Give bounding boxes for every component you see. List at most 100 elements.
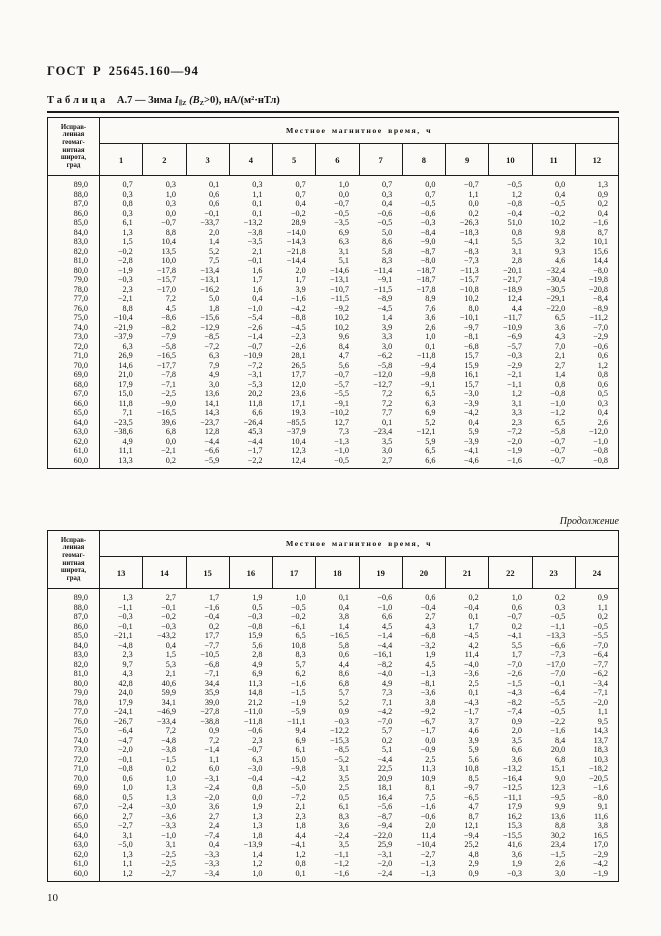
value-cell: 3,8 [425, 697, 436, 707]
table-title: Таблица А.7 — Зима I∥Z (BZ>0), нА/(м²·нТ… [47, 95, 619, 113]
latitude-cell: 79,0 [47, 275, 100, 285]
value-cell: 6,9 [425, 408, 436, 417]
value-cell: 4,3 [555, 332, 566, 341]
value-cell: 51,0 [507, 218, 522, 227]
value-cell: −9,5 [550, 792, 566, 802]
value-cell: −2,0 [593, 697, 608, 707]
table-row: 61,0 11,1 −2,1 −6,6 −1,7 12,3 −1,0 3,0 6,5 −4,1 −1… [47, 446, 619, 456]
value-cell: 4,5 [382, 621, 393, 631]
value-cell: 10,4 [291, 436, 306, 446]
value-cell: −7,8 [161, 370, 176, 379]
value-cell: −14,3 [286, 237, 306, 246]
value-cell: −16,1 [373, 650, 393, 659]
table-row: 70,0 14,6 −17,7 7,9 −7,2 26,5 5,6 −5,8 −9,4 15,9 −… [47, 360, 619, 370]
value-cell: 2,3 [122, 284, 133, 294]
hour-column-header: 4 [228, 143, 274, 176]
table-title-condition-close: >0), [203, 95, 222, 106]
value-cell: 10,2 [334, 322, 349, 332]
value-cell: 12,1 [464, 821, 479, 830]
table-row: 79,0 24,0 59,9 35,9 14,8 −1,5 5,7 7,3 −3,6 0,1 −4,… [47, 688, 619, 698]
value-cell: 3,0 [382, 446, 393, 455]
value-cell: −2,4 [334, 830, 349, 840]
value-cell: 39,6 [161, 417, 176, 427]
value-cell: 1,9 [252, 593, 263, 602]
value-cell: −4,2 [290, 303, 306, 313]
value-cell: 5,2 [209, 246, 220, 256]
value-cell: 6,5 [555, 313, 566, 322]
value-cell: 0,4 [555, 189, 566, 199]
value-cell: −7,2 [290, 792, 306, 802]
value-cell: −13,9 [243, 840, 263, 849]
value-cell: −4,7 [117, 735, 133, 745]
value-cell: −2,0 [117, 745, 133, 754]
value-cell: −5,8 [161, 341, 176, 351]
table-row: 88,0 −1,1 −0,1 −1,6 0,5 −0,5 0,4 −1,0 −0,4 −0,4 0,… [47, 602, 619, 612]
table-row: 82,0 −0,2 13,5 5,2 2,1 −21,8 3,1 5,8 −8,7 −8,3 3,1… [47, 246, 619, 256]
value-cell: 2,4 [209, 821, 220, 830]
value-cell: 0,6 [209, 199, 220, 208]
value-cell: −4,1 [463, 237, 479, 246]
value-cell: −0,3 [420, 218, 436, 227]
value-cell: −37,9 [113, 332, 133, 341]
table-row: 78,0 17,9 34,1 39,0 21,2 −1,9 5,2 7,1 3,8 −4,3 −8,… [47, 697, 619, 707]
value-cell: −2,2 [247, 455, 263, 465]
latitude-cell: 72,0 [47, 341, 100, 351]
value-cell: 0,2 [209, 621, 220, 631]
value-cell: 0,4 [252, 294, 263, 303]
value-cell: −38,8 [200, 716, 220, 726]
value-cell: 1,0 [338, 180, 349, 189]
value-cell: −9,2 [334, 303, 349, 313]
value-cell: 20,9 [377, 773, 393, 783]
value-cell: −7,4 [204, 830, 220, 840]
value-cell: −26,4 [243, 417, 263, 427]
value-cell: 1,7 [252, 275, 263, 284]
value-cell: 0,9 [338, 707, 349, 716]
value-cell: 3,3 [382, 332, 393, 341]
value-cell: 5,5 [511, 640, 522, 650]
value-cell: 20,0 [550, 745, 566, 754]
table-row: 69,0 21,0 −7,8 4,9 −3,1 17,7 −0,7 −12,0 −9,8 16,1… [47, 370, 619, 380]
value-cell: 2,8 [511, 256, 522, 265]
value-cell: 4,3 [425, 621, 436, 631]
value-cell: −0,3 [117, 612, 133, 621]
value-cell: −2,7 [161, 868, 176, 878]
value-cell: 1,3 [122, 849, 133, 859]
value-cell: 0,6 [425, 593, 436, 602]
value-cell: 1,6 [252, 265, 263, 275]
value-cell: −9,0 [161, 398, 176, 408]
value-cell: −1,0 [334, 446, 349, 455]
value-cell: 4,5 [425, 659, 436, 669]
latitude-cell: 61,0 [47, 446, 100, 456]
table-row: 74,0 −4,7 −4,8 7,2 2,3 6,9 −15,3 0,2 0,0 3,9 3,5 8,… [47, 735, 619, 745]
value-cell: −0,1 [117, 754, 133, 764]
value-cell: −5,0 [290, 783, 306, 792]
value-cell: 5,3 [165, 659, 176, 669]
value-cell: 0,3 [122, 208, 133, 218]
value-cell: −6,4 [550, 688, 566, 697]
value-cell: 3,6 [511, 754, 522, 764]
value-cell: −22,0 [546, 303, 566, 313]
value-cell: 7,2 [165, 726, 176, 735]
value-cell: −1,1 [507, 379, 522, 389]
value-cell: 15,0 [291, 754, 306, 764]
value-cell: 11,3 [421, 764, 436, 773]
value-cell: −3,4 [593, 678, 608, 688]
table-title-condition-sub: Z [199, 100, 204, 107]
table-row: 84,0 1,3 8,8 2,0 −3,8 −14,0 6,9 5,0 −8,4 −18,3 0,8… [47, 227, 619, 237]
value-cell: 34,1 [161, 697, 176, 707]
value-cell: −0,8 [507, 199, 522, 208]
value-cell: −0,4 [204, 612, 220, 621]
value-cell: −1,9 [593, 868, 608, 878]
value-cell: 10,8 [291, 640, 306, 650]
value-cell: 17,9 [507, 802, 522, 811]
value-cell: −10,7 [330, 284, 349, 294]
value-cell: 7,5 [209, 256, 220, 265]
value-cell: −0,4 [247, 773, 263, 783]
hour-column-header: 9 [444, 143, 490, 176]
value-cell: 8,5 [468, 773, 479, 783]
value-cell: −11,8 [416, 351, 436, 360]
table-title-units: нА/(м²·нТл) [223, 95, 280, 106]
value-cell: −12,1 [416, 427, 436, 436]
value-cell: 4,9 [252, 659, 263, 669]
hour-column-header: 10 [488, 143, 533, 176]
